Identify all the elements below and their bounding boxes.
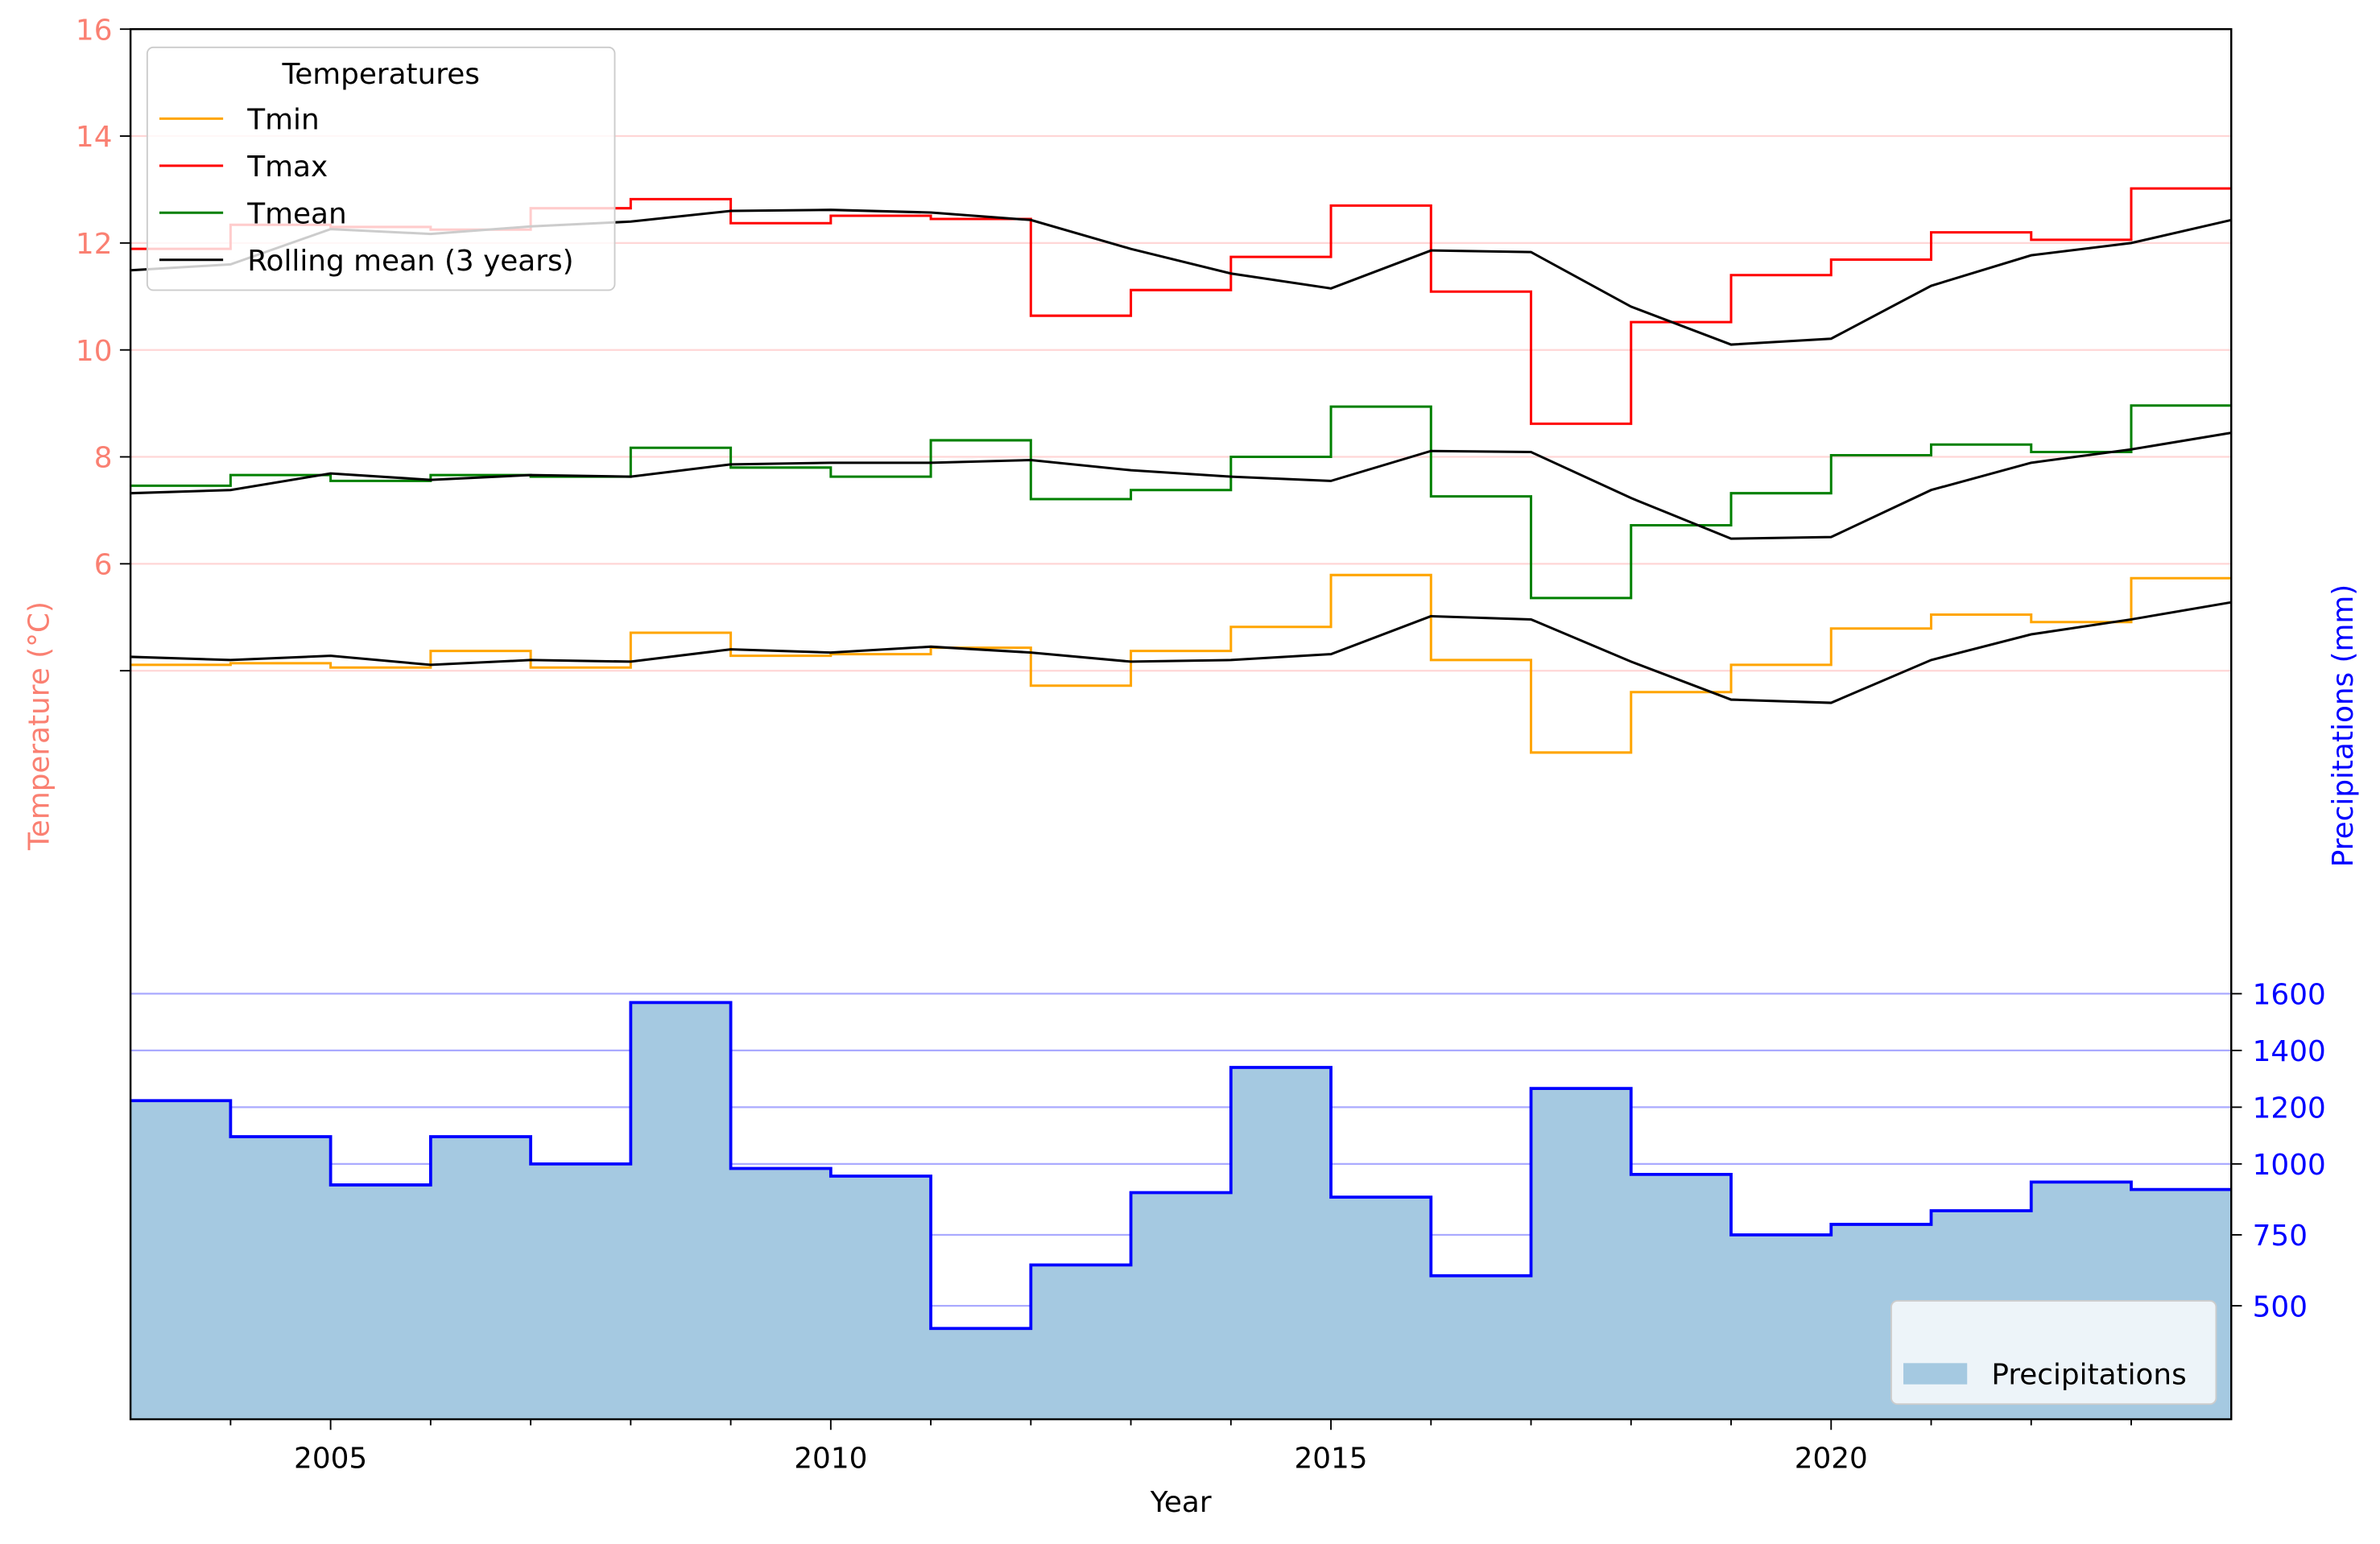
rolling-mean-line-0: [130, 601, 2232, 704]
left-tick-label: 14: [76, 121, 113, 154]
grid: [130, 134, 2232, 1307]
left-tick-label: 8: [94, 442, 113, 475]
legend-title: Temperatures: [281, 58, 479, 91]
right-tick-label: 1600: [2253, 979, 2326, 1012]
legend-label-precipitations: Precipitations: [1991, 1359, 2186, 1392]
left-tick-label: 16: [76, 14, 113, 47]
right-tick-label: 1200: [2253, 1092, 2326, 1125]
x-tick-label: 2010: [794, 1442, 867, 1475]
legend-temperatures: Temperatures Tmin Tmax Tmean Rolling mean (…: [146, 46, 616, 291]
plot-frame: [129, 27, 2233, 1421]
left-axis-label: Temperature (°C): [23, 601, 56, 851]
precipitation-area: [130, 1001, 2232, 1420]
legend-swatch-precipitations: [1903, 1363, 1968, 1385]
legend-box: [146, 46, 616, 291]
legend-label: Tmean: [246, 197, 346, 230]
legend-box: [1890, 1300, 2217, 1406]
precipitation-line: [130, 1001, 2232, 1331]
x-tick-label: 2015: [1294, 1442, 1367, 1475]
right-tick-label: 1000: [2253, 1149, 2326, 1182]
x-tick-label: 2020: [1795, 1442, 1868, 1475]
series-tmean: [130, 404, 2232, 600]
legend-label: Tmax: [246, 151, 328, 184]
right-tick-label: 750: [2253, 1220, 2308, 1253]
legend-label: Rolling mean (3 years): [247, 245, 573, 278]
right-tick-label: 1400: [2253, 1035, 2326, 1068]
left-tick-label: 10: [76, 335, 113, 368]
series-tmin: [130, 573, 2232, 754]
right-axis-label: Precipitations (mm): [2327, 584, 2360, 867]
x-axis-label: Year: [1150, 1486, 1212, 1519]
legend-precipitations: Precipitations: [1890, 1300, 2217, 1406]
axes: 2005 2010 2015 2020 6 8 10 12 14 16 500 750 1000 1200…: [76, 14, 2326, 1475]
x-tick-label: 2005: [294, 1442, 367, 1475]
precipitation-fill: [130, 1002, 2232, 1420]
right-tick-label: 500: [2253, 1290, 2308, 1323]
left-tick-label: 12: [76, 228, 113, 261]
left-tick-label: 6: [94, 549, 113, 582]
rolling-mean-line-2: [130, 431, 2232, 540]
legend-label: Tmin: [246, 104, 319, 137]
